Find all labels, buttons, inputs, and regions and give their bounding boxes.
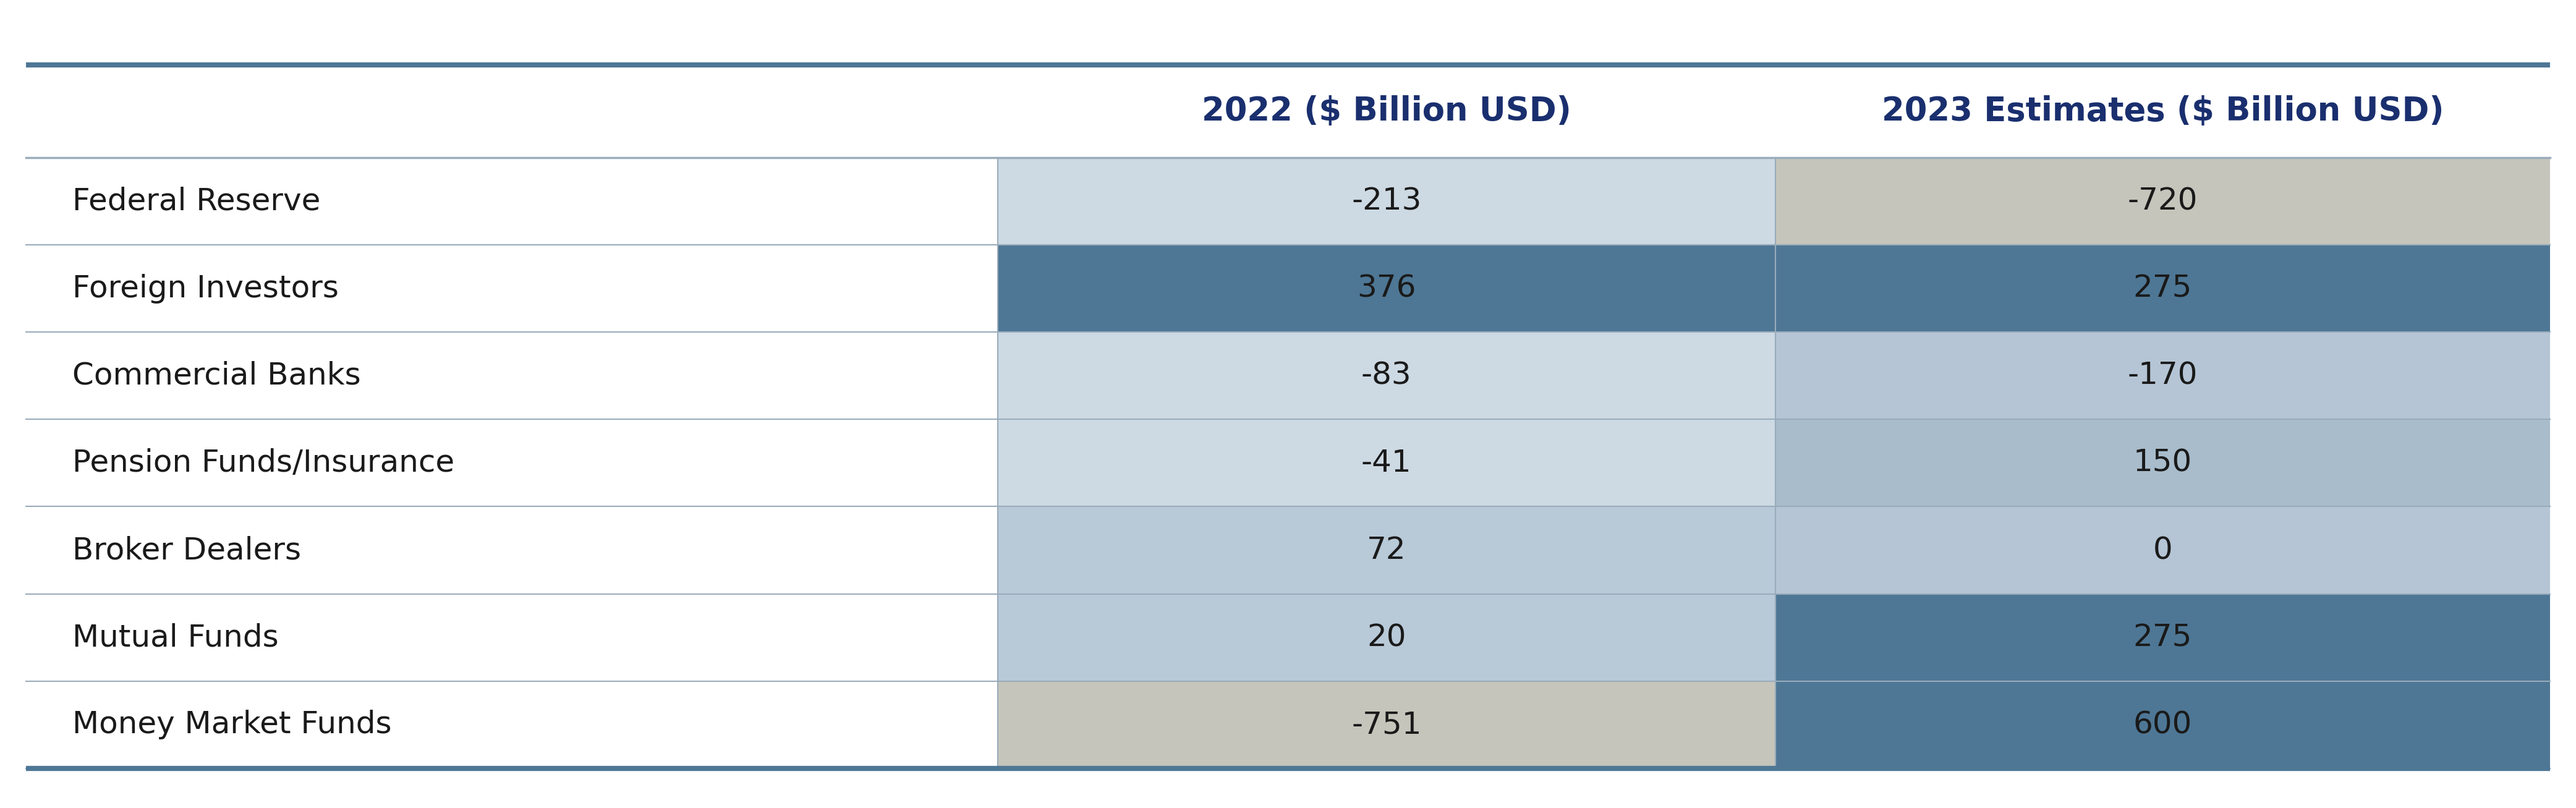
Bar [26,594,997,681]
Text: 20: 20 [1368,623,1406,652]
Bar [1775,507,2550,594]
Text: -751: -751 [1352,710,1422,739]
Text: -720: -720 [2128,187,2197,216]
Text: 0: 0 [2154,536,2172,565]
Bar [26,507,997,594]
Text: Money Market Funds: Money Market Funds [72,710,392,739]
Bar [1775,419,2550,507]
Bar [26,245,997,332]
Bar [997,681,1775,768]
Text: -41: -41 [1360,448,1412,478]
Bar [1775,158,2550,245]
Text: Foreign Investors: Foreign Investors [72,274,337,303]
Bar [1775,332,2550,419]
Text: Broker Dealers: Broker Dealers [72,536,301,565]
Bar [997,158,1775,245]
Bar [26,158,997,245]
Text: Pension Funds/Insurance: Pension Funds/Insurance [72,448,453,478]
Bar [997,507,1775,594]
Bar [26,332,997,419]
Text: 275: 275 [2133,623,2192,652]
Bar [1775,681,2550,768]
Text: 376: 376 [1358,274,1417,303]
Bar [26,681,997,768]
Bar [1775,594,2550,681]
Text: -213: -213 [1352,187,1422,216]
Bar [26,419,997,507]
Bar [997,245,1775,332]
Text: 72: 72 [1368,536,1406,565]
Text: -83: -83 [1360,361,1412,390]
Bar [997,419,1775,507]
Text: 600: 600 [2133,710,2192,739]
Text: Commercial Banks: Commercial Banks [72,361,361,390]
Text: 275: 275 [2133,274,2192,303]
Bar [997,594,1775,681]
Text: -170: -170 [2128,361,2197,390]
Bar [1775,245,2550,332]
Bar [26,65,2550,158]
Text: 150: 150 [2133,448,2192,478]
Text: Federal Reserve: Federal Reserve [72,187,319,216]
Text: Mutual Funds: Mutual Funds [72,623,278,652]
Text: 2023 Estimates ($ Billion USD): 2023 Estimates ($ Billion USD) [1880,95,2445,127]
Bar [997,332,1775,419]
Text: 2022 ($ Billion USD): 2022 ($ Billion USD) [1200,95,1571,127]
